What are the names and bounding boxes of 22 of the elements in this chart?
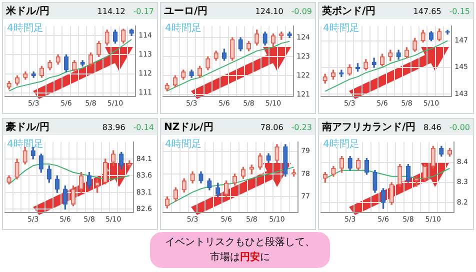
text: 市場は	[210, 252, 240, 263]
text: -0.15	[449, 6, 470, 16]
chart-title: NZドル/円	[164, 121, 214, 134]
text: 円安	[240, 252, 260, 263]
text: 124.10	[255, 6, 284, 16]
text: イベントリスクもひと段落して、	[164, 236, 316, 250]
text: 78.06	[260, 122, 284, 132]
text: 147.65	[413, 6, 442, 16]
text: 114.12	[97, 6, 126, 16]
text: -0.00	[449, 122, 470, 132]
chart-title: ユーロ/円	[164, 5, 208, 18]
text: に	[260, 252, 270, 263]
text: -0.09	[291, 6, 312, 16]
chart-title: 南アフリカランド/円	[322, 120, 416, 134]
text: 8.46	[423, 122, 442, 132]
text: -0.14	[133, 122, 154, 132]
chart-title: 英ポンド/円	[322, 4, 376, 18]
text: 83.96	[102, 122, 126, 132]
text: -0.17	[133, 6, 154, 16]
text: -0.23	[291, 122, 312, 132]
chart-title: 豪ドル/円	[6, 120, 50, 134]
chart-title: 米ドル/円	[6, 4, 50, 18]
